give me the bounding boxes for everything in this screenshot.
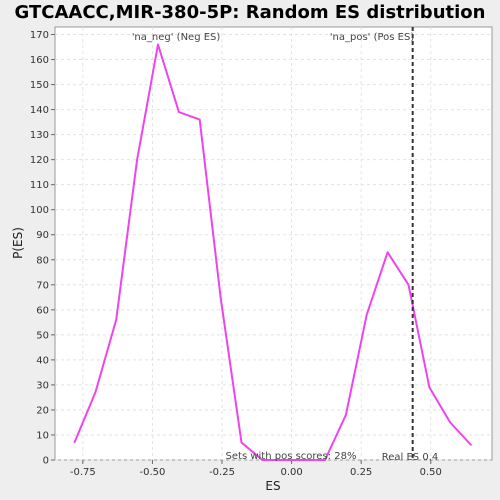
real-es-label: Real ES 0.4 (382, 452, 438, 463)
data-point (428, 386, 431, 389)
x-tick-label: 0.25 (350, 467, 372, 478)
data-point (282, 459, 285, 461)
y-tick-label: 30 (36, 380, 49, 391)
y-tick-label: 50 (36, 330, 49, 341)
data-point (115, 319, 118, 321)
y-tick-label: 120 (30, 155, 49, 166)
plot-area (54, 26, 493, 461)
y-tick-label: 150 (30, 80, 49, 91)
data-point (94, 391, 97, 394)
y-axis-label: P(ES) (11, 227, 25, 259)
data-point (470, 444, 472, 446)
sets-pos-scores-label: Sets with pos scores: 28% (226, 451, 357, 462)
x-tick-label: 0.50 (420, 467, 442, 478)
data-point (303, 459, 305, 461)
data-point (198, 118, 201, 121)
y-tick-label: 40 (36, 355, 49, 366)
neg-es-label: 'na_neg' (Neg ES) (132, 32, 221, 43)
y-tick-label: 90 (36, 230, 49, 241)
data-point (178, 111, 180, 113)
x-tick-label: 0.00 (280, 467, 302, 478)
grid-lines (55, 27, 492, 461)
data-point (157, 43, 159, 46)
annotation-layer: 'na_neg' (Neg ES) 'na_pos' (Pos ES) Sets… (132, 27, 438, 463)
data-point (240, 441, 243, 444)
y-tick-label: 60 (36, 305, 49, 316)
data-point (386, 251, 389, 254)
y-tick-label: 20 (36, 405, 49, 416)
y-tick-label: 170 (30, 30, 49, 41)
x-tick-label: -0.25 (209, 467, 235, 478)
data-point (407, 283, 410, 286)
data-point (324, 459, 326, 461)
data-point (365, 314, 368, 316)
x-tick-label: -0.75 (70, 467, 96, 478)
x-axis-label: ES (265, 479, 280, 493)
x-tick-label: -0.50 (139, 467, 165, 478)
y-tick-label: 80 (36, 255, 49, 266)
series-line (73, 43, 472, 461)
y-tick-label: 100 (30, 205, 49, 216)
data-point (219, 296, 222, 299)
y-tick-label: 10 (36, 430, 49, 441)
y-tick-label: 130 (30, 130, 49, 141)
data-point (73, 441, 76, 444)
y-tick-label: 160 (30, 55, 49, 66)
y-tick-label: 110 (30, 180, 49, 191)
data-point (261, 459, 264, 461)
data-point (449, 421, 452, 424)
axis-ticks: 0 10 20 30 40 50 60 70 80 90 100 110 120 130 140 150 160… (30, 30, 442, 478)
chart-title: GTCAACC,MIR-380-5P: Random ES distributi… (15, 2, 486, 23)
y-tick-label: 0 (43, 456, 49, 467)
y-tick-label: 140 (30, 105, 49, 116)
y-tick-label: 70 (36, 280, 49, 291)
data-point (136, 158, 138, 161)
pos-es-label: 'na_pos' (Pos ES) (330, 32, 415, 43)
data-point (345, 414, 347, 416)
series-layer (73, 43, 472, 461)
